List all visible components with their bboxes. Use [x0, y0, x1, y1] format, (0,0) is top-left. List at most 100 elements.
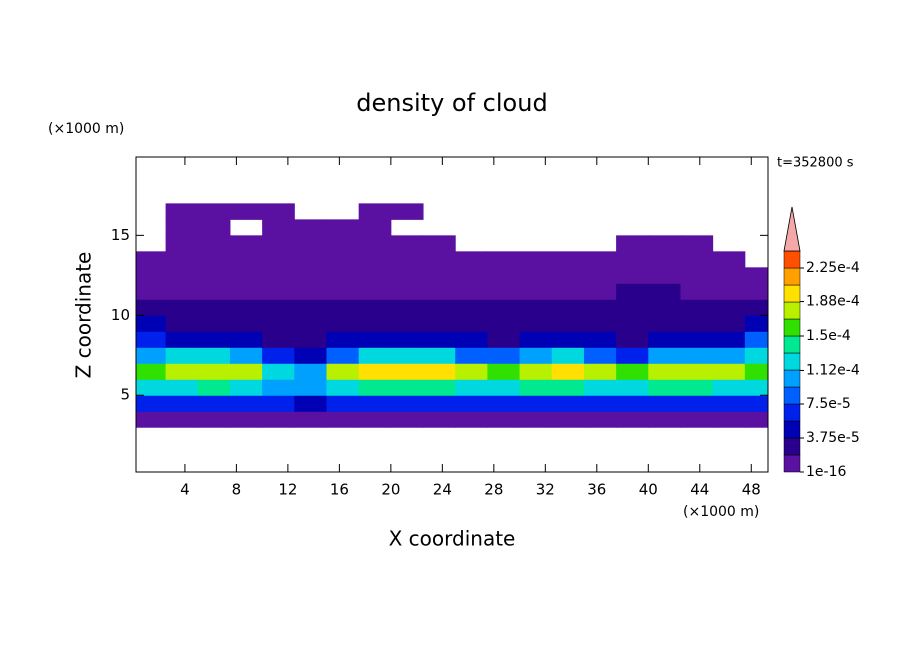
- contour-cell: [165, 251, 199, 268]
- contour-cell: [165, 203, 199, 220]
- contour-cell: [229, 363, 263, 380]
- contour-cell: [390, 395, 424, 412]
- contour-cell: [551, 299, 585, 316]
- contour-cell: [326, 315, 360, 332]
- contour-cell: [197, 219, 231, 236]
- time-label: t=352800 s: [777, 156, 854, 171]
- contour-cell: [712, 267, 746, 284]
- contour-cell: [519, 347, 553, 364]
- contour-cell: [136, 267, 167, 284]
- contour-cell: [262, 235, 295, 252]
- contour-cell: [358, 203, 392, 220]
- contour-cell: [262, 331, 295, 348]
- contour-cell: [519, 363, 553, 380]
- contour-cell: [294, 411, 328, 428]
- contour-cell: [229, 267, 263, 284]
- contour-cell: [487, 411, 521, 428]
- contour-cell: [229, 411, 263, 428]
- contour-cell: [390, 411, 424, 428]
- contour-cell: [680, 411, 714, 428]
- contour-cell: [294, 347, 328, 364]
- contour-cell: [648, 395, 681, 412]
- contour-cell: [165, 379, 199, 396]
- contour-cell: [390, 299, 424, 316]
- colorbar-band: [783, 250, 801, 269]
- y-tick-label: 5: [120, 386, 130, 404]
- contour-cell: [487, 251, 521, 268]
- contour-cell: [583, 299, 617, 316]
- contour-cell: [744, 315, 768, 332]
- contour-cell: [136, 299, 167, 316]
- contour-cell: [262, 411, 295, 428]
- contour-cell: [423, 379, 456, 396]
- contour-cell: [326, 251, 360, 268]
- contour-cell: [455, 331, 488, 348]
- contour-cell: [551, 347, 585, 364]
- contour-cell: [390, 379, 424, 396]
- contour-cell: [519, 379, 553, 396]
- contour-cell: [712, 347, 746, 364]
- contour-cell: [583, 347, 617, 364]
- contour-cell: [136, 347, 167, 364]
- contour-cell: [648, 411, 681, 428]
- colorbar-band: [783, 352, 801, 371]
- contour-cell: [551, 395, 585, 412]
- contour-cell: [197, 203, 231, 220]
- contour-cell: [680, 363, 714, 380]
- contour-cell: [262, 379, 295, 396]
- contour-cell: [712, 363, 746, 380]
- contour-cell: [390, 363, 424, 380]
- contour-cell: [519, 395, 553, 412]
- contour-cell: [229, 203, 263, 220]
- contour-cell: [358, 219, 392, 236]
- contour-cell: [229, 395, 263, 412]
- contour-cell: [136, 283, 167, 300]
- contour-cell: [487, 395, 521, 412]
- contour-cell: [358, 347, 392, 364]
- x-tick-label: 48: [742, 481, 761, 499]
- contour-cell: [712, 331, 746, 348]
- contour-cell: [583, 395, 617, 412]
- contour-cell: [136, 395, 167, 412]
- contour-cell: [197, 363, 231, 380]
- colorbar-label: 1.5e-4: [806, 328, 851, 344]
- contour-cell: [165, 315, 199, 332]
- x-tick-label: 20: [381, 481, 400, 499]
- contour-cell: [229, 331, 263, 348]
- colorbar-label: 7.5e-5: [806, 396, 851, 412]
- contour-cell: [229, 347, 263, 364]
- colorbar-band: [783, 386, 801, 405]
- colorbar-band: [783, 284, 801, 303]
- contour-cell: [294, 251, 328, 268]
- contour-cell: [583, 411, 617, 428]
- contour-cell: [326, 395, 360, 412]
- contour-cell: [423, 251, 456, 268]
- contour-cell: [616, 315, 649, 332]
- contour-cell: [197, 267, 231, 284]
- contour-cell: [390, 283, 424, 300]
- contour-cell: [197, 283, 231, 300]
- contour-cell: [712, 379, 746, 396]
- contour-cell: [551, 379, 585, 396]
- contour-cell: [487, 267, 521, 284]
- contour-cell: [583, 379, 617, 396]
- contour-cell: [583, 283, 617, 300]
- contour-cell: [551, 283, 585, 300]
- contour-cell: [519, 283, 553, 300]
- contour-cell: [423, 411, 456, 428]
- contour-cell: [229, 379, 263, 396]
- contour-cell: [165, 283, 199, 300]
- contour-cell: [165, 363, 199, 380]
- x-tick-label: 4: [180, 481, 190, 499]
- contour-cell: [197, 395, 231, 412]
- contour-cell: [165, 299, 199, 316]
- y-unit: (×1000 m): [48, 121, 124, 137]
- contour-cell: [616, 411, 649, 428]
- contour-cell: [358, 251, 392, 268]
- contour-cell: [519, 299, 553, 316]
- y-tick-label: 15: [111, 226, 130, 244]
- contour-cell: [197, 379, 231, 396]
- contour-cell: [583, 267, 617, 284]
- contour-cell: [551, 315, 585, 332]
- contour-cell: [390, 347, 424, 364]
